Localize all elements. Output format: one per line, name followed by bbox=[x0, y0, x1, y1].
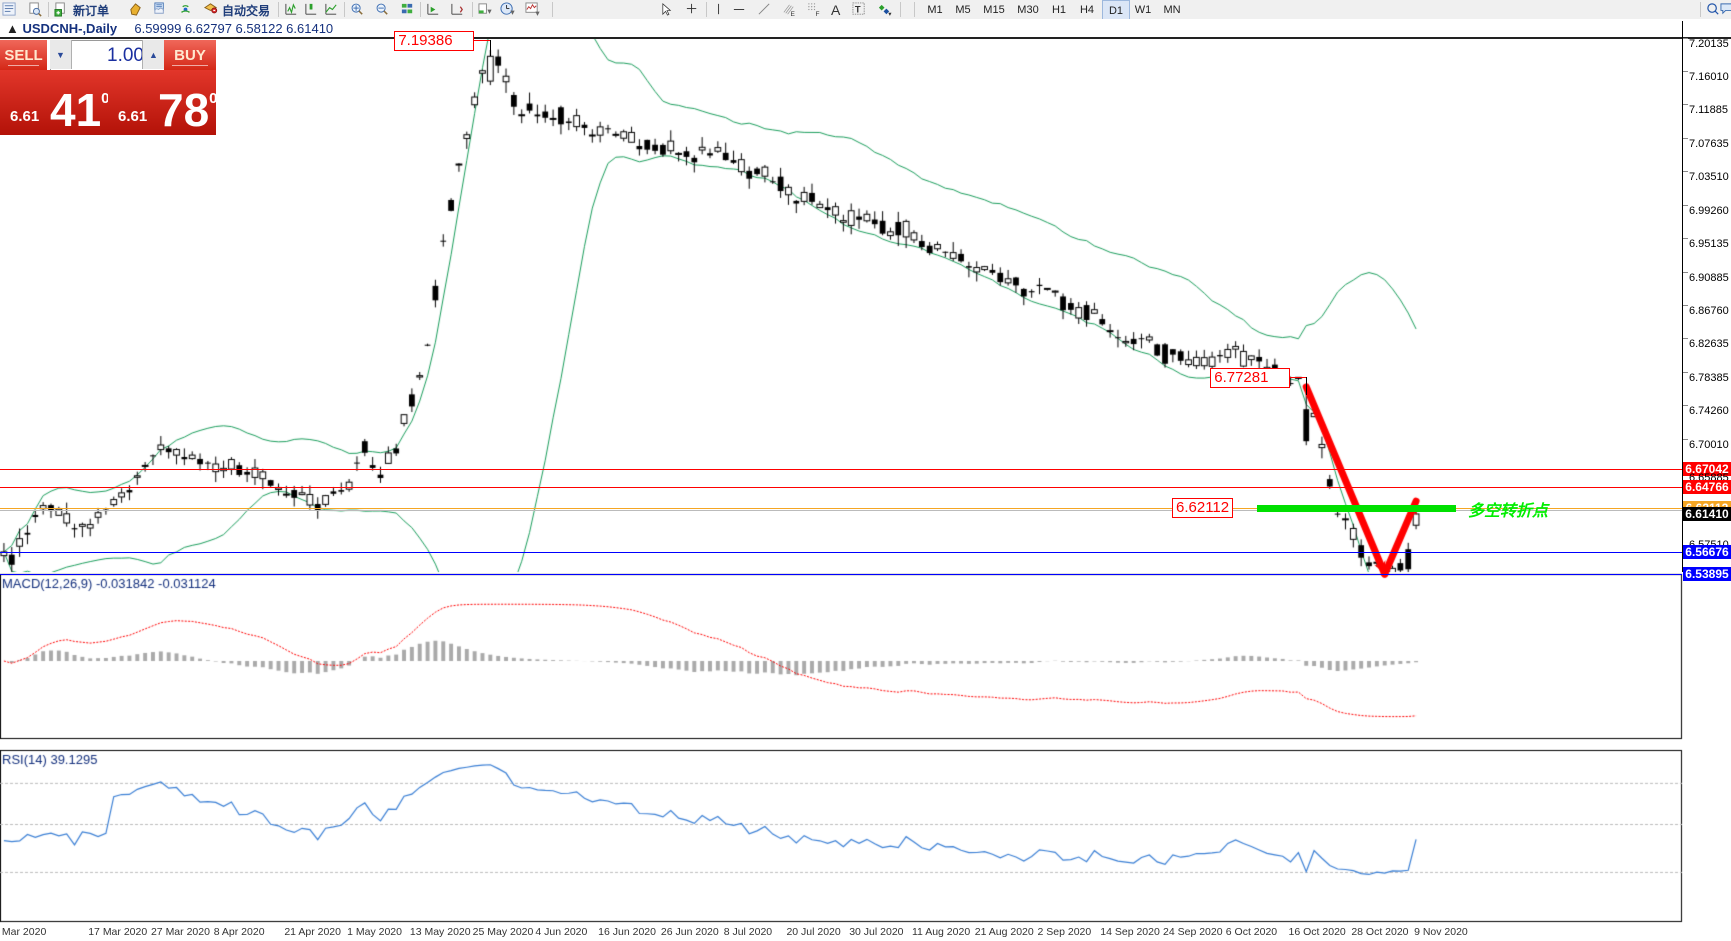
svg-text:T: T bbox=[855, 4, 861, 14]
svg-text:▾: ▾ bbox=[888, 11, 892, 17]
svg-text:F: F bbox=[815, 11, 819, 17]
svg-text:▾: ▾ bbox=[510, 7, 514, 17]
svg-text:▾: ▾ bbox=[535, 8, 539, 17]
svg-text:▾: ▾ bbox=[487, 6, 491, 16]
svg-text:E: E bbox=[790, 11, 795, 17]
